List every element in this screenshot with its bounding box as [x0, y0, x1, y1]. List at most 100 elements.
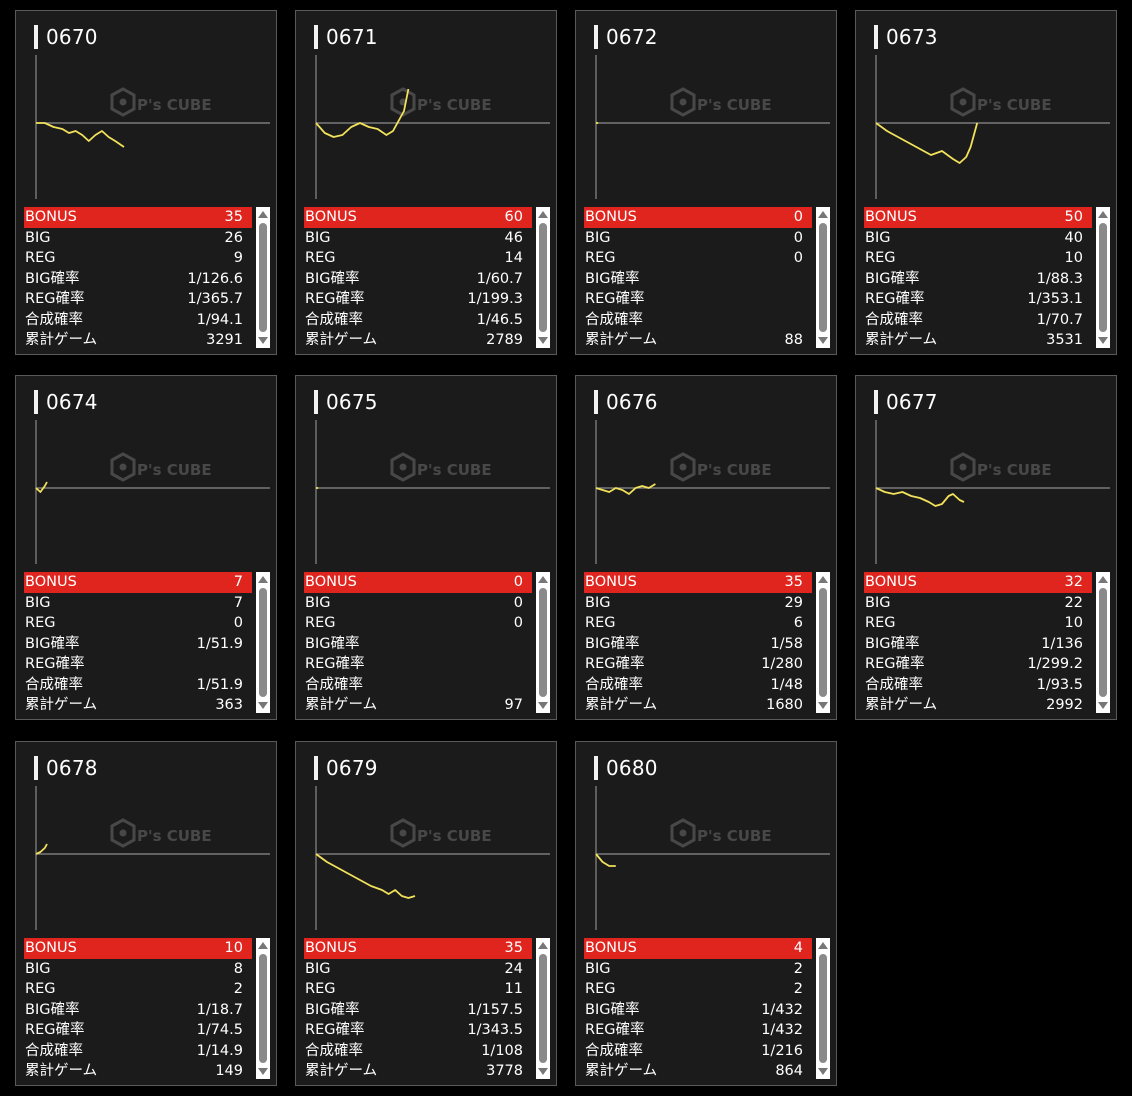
big-rate-row: BIG確率	[584, 269, 812, 290]
machine-number: 0670	[46, 25, 98, 49]
machine-card-0680[interactable]: 0680 P's CUBE BONUS 4 BIG 2 REG 2 BIG確率 1/43…	[575, 741, 837, 1086]
reg-rate-row: REG確率 1/353.1	[864, 289, 1092, 310]
bonus-row: BONUS 0	[584, 207, 812, 228]
stats-panel[interactable]: BONUS 4 BIG 2 REG 2 BIG確率 1/432 REG確率 1/432 合…	[584, 938, 830, 1080]
big-row: BIG 40	[864, 228, 1092, 249]
stats-panel[interactable]: BONUS 0 BIG 0 REG 0 BIG確率 REG確率 合成確率 累計ゲーム 8…	[584, 207, 830, 349]
stats-scrollbar[interactable]	[536, 938, 550, 1079]
combined-rate-row: 合成確率 1/108	[304, 1041, 532, 1062]
machine-card-0673[interactable]: 0673 P's CUBE BONUS 50 BIG 40 REG 10 BIG確率 1…	[855, 10, 1117, 355]
slump-graph: P's CUBE	[315, 786, 550, 930]
stats-scrollbar[interactable]	[816, 938, 830, 1079]
watermark-logo-text: P's CUBE	[697, 827, 772, 845]
scroll-down-arrow-icon[interactable]	[258, 1068, 268, 1075]
reg-rate-label: REG確率	[865, 291, 925, 307]
bonus-value: 50	[1064, 209, 1083, 225]
total-games-label: 累計ゲーム	[25, 697, 98, 713]
scrollbar-thumb[interactable]	[259, 223, 267, 332]
scrollbar-thumb[interactable]	[539, 223, 547, 332]
stats-scrollbar[interactable]	[536, 572, 550, 713]
scroll-up-arrow-icon[interactable]	[538, 211, 548, 218]
stats-scrollbar[interactable]	[1096, 572, 1110, 713]
big-rate-row: BIG確率 1/157.5	[304, 1000, 532, 1021]
machine-card-0678[interactable]: 0678 P's CUBE BONUS 10 BIG 8 REG 2 BIG確率 1/1…	[15, 741, 277, 1086]
bonus-row: BONUS 35	[304, 938, 532, 959]
scroll-down-arrow-icon[interactable]	[1098, 702, 1108, 709]
scroll-up-arrow-icon[interactable]	[818, 576, 828, 583]
stats-scrollbar[interactable]	[256, 207, 270, 348]
combined-rate-label: 合成確率	[585, 1042, 643, 1059]
machine-card-0677[interactable]: 0677 P's CUBE BONUS 32 BIG 22 REG 10 BIG確率 1…	[855, 375, 1117, 720]
stats-panel[interactable]: BONUS 50 BIG 40 REG 10 BIG確率 1/88.3 REG確率 1/3…	[864, 207, 1110, 349]
scrollbar-thumb[interactable]	[259, 954, 267, 1063]
scrollbar-thumb[interactable]	[819, 954, 827, 1063]
scroll-down-arrow-icon[interactable]	[1098, 337, 1108, 344]
machine-card-0676[interactable]: 0676 P's CUBE BONUS 35 BIG 29 REG 6 BIG確率 1/…	[575, 375, 837, 720]
stats-panel[interactable]: BONUS 0 BIG 0 REG 0 BIG確率 REG確率 合成確率 累計ゲーム 9…	[304, 572, 550, 714]
scroll-up-arrow-icon[interactable]	[1098, 576, 1108, 583]
machine-card-0670[interactable]: 0670 P's CUBE BONUS 35 BIG 26 REG 9 BIG確率 1/…	[15, 10, 277, 355]
scroll-down-arrow-icon[interactable]	[538, 337, 548, 344]
scrollbar-thumb[interactable]	[1099, 588, 1107, 697]
stats-panel[interactable]: BONUS 35 BIG 26 REG 9 BIG確率 1/126.6 REG確率 1/3…	[24, 207, 270, 349]
total-games-label: 累計ゲーム	[305, 697, 378, 713]
combined-rate-value: 1/108	[481, 1042, 523, 1059]
scroll-up-arrow-icon[interactable]	[258, 211, 268, 218]
scroll-up-arrow-icon[interactable]	[818, 211, 828, 218]
scroll-up-arrow-icon[interactable]	[258, 942, 268, 949]
machine-card-0672[interactable]: 0672 P's CUBE BONUS 0 BIG 0 REG 0 BIG確率 REG…	[575, 10, 837, 355]
scroll-up-arrow-icon[interactable]	[818, 942, 828, 949]
scroll-up-arrow-icon[interactable]	[258, 576, 268, 583]
stats-scrollbar[interactable]	[256, 572, 270, 713]
stats-panel[interactable]: BONUS 32 BIG 22 REG 10 BIG確率 1/136 REG確率 1/29…	[864, 572, 1110, 714]
stats-panel[interactable]: BONUS 10 BIG 8 REG 2 BIG確率 1/18.7 REG確率 1/74.…	[24, 938, 270, 1080]
stats-panel[interactable]: BONUS 35 BIG 29 REG 6 BIG確率 1/58 REG確率 1/280 …	[584, 572, 830, 714]
big-row: BIG 0	[304, 593, 532, 614]
scroll-down-arrow-icon[interactable]	[538, 1068, 548, 1075]
combined-rate-value: 1/94.1	[196, 311, 243, 328]
scroll-up-arrow-icon[interactable]	[538, 942, 548, 949]
stats-scrollbar[interactable]	[1096, 207, 1110, 348]
big-rate-label: BIG確率	[25, 635, 80, 652]
scroll-up-arrow-icon[interactable]	[1098, 211, 1108, 218]
scrollbar-thumb[interactable]	[539, 954, 547, 1063]
scroll-down-arrow-icon[interactable]	[818, 1068, 828, 1075]
machine-card-0674[interactable]: 0674 P's CUBE BONUS 7 BIG 7 REG 0 BIG確率 1/51…	[15, 375, 277, 720]
machine-card-0671[interactable]: 0671 P's CUBE BONUS 60 BIG 46 REG 14 BIG確率 1…	[295, 10, 557, 355]
stats-panel[interactable]: BONUS 60 BIG 46 REG 14 BIG確率 1/60.7 REG確率 1/1…	[304, 207, 550, 349]
scrollbar-thumb[interactable]	[259, 588, 267, 697]
reg-rate-label: REG確率	[305, 291, 365, 307]
machine-card-0675[interactable]: 0675 P's CUBE BONUS 0 BIG 0 REG 0 BIG確率 REG…	[295, 375, 557, 720]
watermark-logo-text: P's CUBE	[137, 827, 212, 845]
big-rate-label: BIG確率	[25, 1001, 80, 1018]
stats-scrollbar[interactable]	[816, 207, 830, 348]
stats-scrollbar[interactable]	[816, 572, 830, 713]
scroll-down-arrow-icon[interactable]	[818, 702, 828, 709]
big-label: BIG	[25, 594, 51, 611]
scroll-down-arrow-icon[interactable]	[258, 337, 268, 344]
total-games-row: 累計ゲーム 1680	[584, 695, 812, 716]
slump-graph: P's CUBE	[315, 420, 550, 564]
big-label: BIG	[585, 229, 611, 246]
scrollbar-thumb[interactable]	[819, 588, 827, 697]
stats-panel[interactable]: BONUS 35 BIG 24 REG 11 BIG確率 1/157.5 REG確率 1/…	[304, 938, 550, 1080]
big-rate-row: BIG確率 1/432	[584, 1000, 812, 1021]
scroll-down-arrow-icon[interactable]	[538, 702, 548, 709]
slump-line	[595, 483, 656, 495]
scrollbar-thumb[interactable]	[819, 223, 827, 332]
watermark-logo-text: P's CUBE	[417, 827, 492, 845]
bonus-label: BONUS	[25, 940, 77, 956]
scrollbar-thumb[interactable]	[539, 588, 547, 697]
scroll-down-arrow-icon[interactable]	[258, 702, 268, 709]
stats-scrollbar[interactable]	[256, 938, 270, 1079]
reg-rate-value: 1/365.7	[187, 291, 243, 307]
stats-panel[interactable]: BONUS 7 BIG 7 REG 0 BIG確率 1/51.9 REG確率 合成確率 1…	[24, 572, 270, 714]
stats-scrollbar[interactable]	[536, 207, 550, 348]
title-marker	[594, 756, 598, 780]
scroll-up-arrow-icon[interactable]	[538, 576, 548, 583]
machine-card-0679[interactable]: 0679 P's CUBE BONUS 35 BIG 24 REG 11 BIG確率 1…	[295, 741, 557, 1086]
scrollbar-thumb[interactable]	[1099, 223, 1107, 332]
reg-row: REG 10	[864, 613, 1092, 634]
title-marker	[314, 756, 318, 780]
scroll-down-arrow-icon[interactable]	[818, 337, 828, 344]
